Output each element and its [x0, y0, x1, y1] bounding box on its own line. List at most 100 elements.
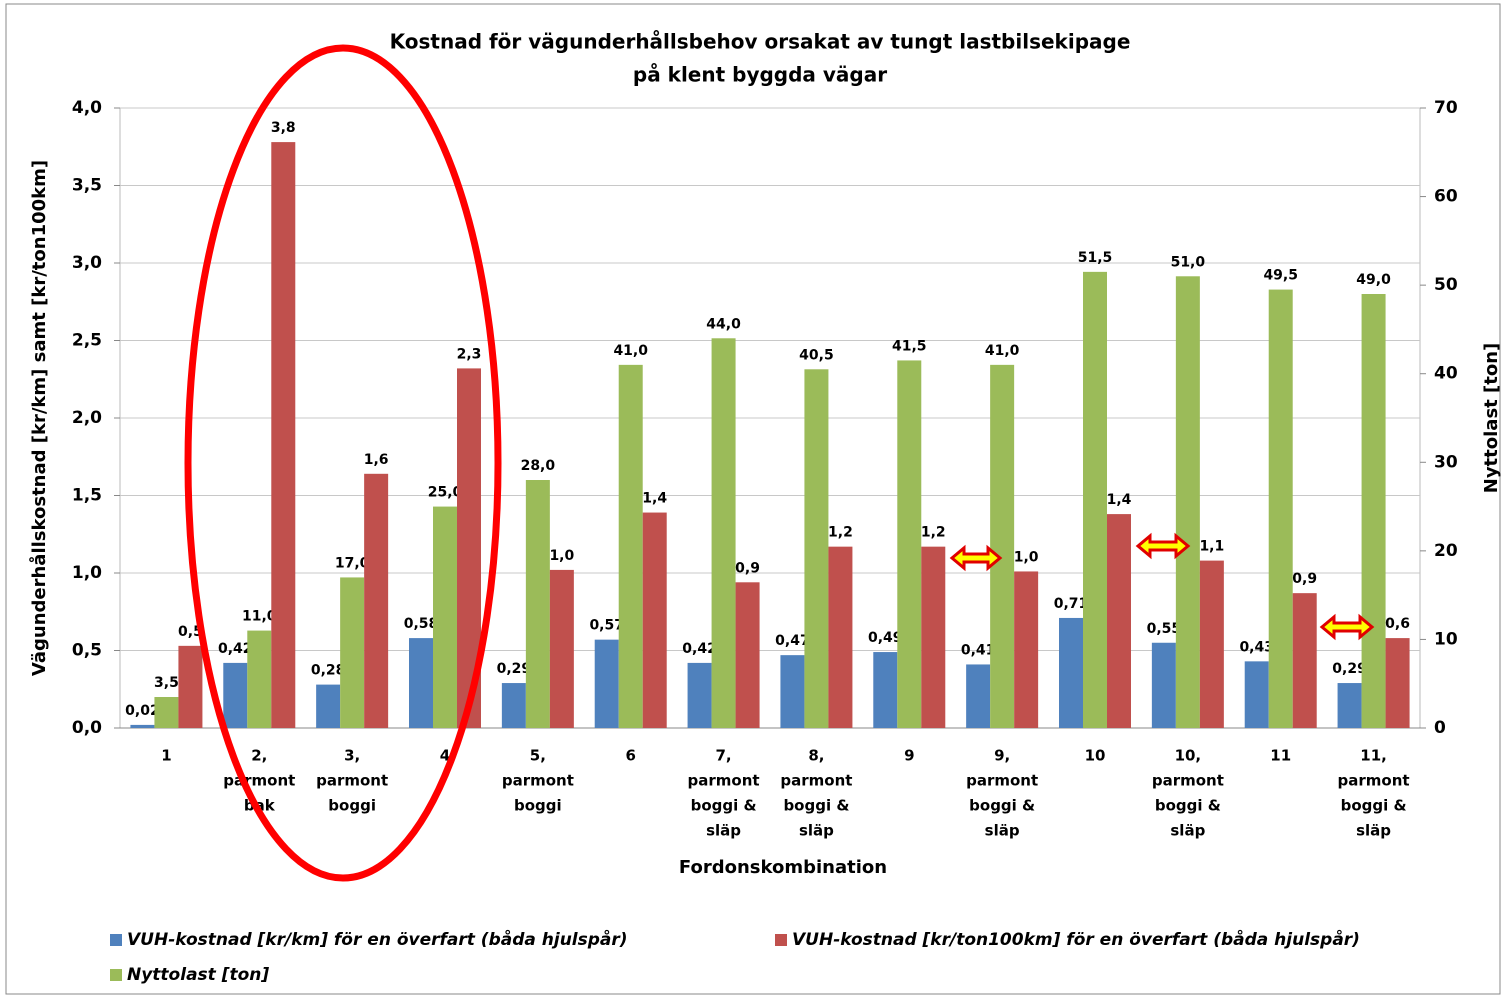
data-label: 0,57: [589, 618, 624, 634]
bar: [1385, 638, 1410, 728]
x-tick-label: parmont: [502, 772, 574, 790]
x-tick-label: släp: [985, 822, 1020, 840]
bar: [711, 338, 736, 728]
chart-title: Kostnad för vägunderhållsbehov orsakat a…: [390, 30, 1131, 54]
y-tick-label: 4,0: [72, 98, 102, 118]
data-label: 1,2: [921, 525, 946, 541]
data-label: 51,0: [1171, 254, 1206, 270]
x-tick-label: parmont: [966, 772, 1038, 790]
legend-swatch: [775, 934, 787, 946]
data-label: 51,5: [1078, 250, 1113, 266]
data-label: 0,28: [311, 663, 346, 679]
x-tick-label: parmont: [1152, 772, 1224, 790]
data-label: 0,02: [125, 703, 160, 719]
data-label: 41,0: [613, 343, 648, 359]
data-label: 2,3: [457, 346, 482, 362]
y2-tick-label: 50: [1434, 275, 1458, 295]
bar: [735, 582, 760, 728]
bar: [1268, 289, 1293, 728]
bar: [1083, 271, 1107, 728]
x-tick-label: parmont: [223, 772, 295, 790]
data-label: 0,49: [868, 630, 903, 646]
y-tick-label: 2,0: [72, 408, 102, 428]
y-tick-label: 1,5: [72, 486, 102, 506]
data-label: 0,43: [1239, 639, 1274, 655]
bar: [966, 664, 991, 728]
x-tick-label: 9,: [994, 747, 1010, 765]
chart-title: på klent byggda vägar: [633, 63, 887, 87]
data-label: 3,5: [154, 675, 179, 691]
x-tick-label: 4: [440, 747, 450, 765]
y-tick-label: 1,0: [72, 563, 102, 583]
bar: [271, 142, 296, 729]
bar: [501, 683, 526, 728]
x-tick-label: 10: [1085, 747, 1106, 765]
double-arrow: [1319, 613, 1375, 641]
y-tick-label: 0,0: [72, 718, 102, 738]
data-label: 3,8: [271, 120, 296, 136]
bar: [130, 724, 155, 728]
y-tick-label: 3,0: [72, 253, 102, 273]
bar: [247, 630, 272, 728]
data-label: 41,0: [985, 343, 1020, 359]
x-tick-label: 1: [161, 747, 171, 765]
x-tick-label: parmont: [688, 772, 760, 790]
x-tick-label: släp: [1170, 822, 1205, 840]
data-label: 49,5: [1263, 268, 1298, 284]
y-tick-label: 3,5: [72, 176, 102, 196]
bar: [340, 577, 365, 728]
data-label: 1,0: [1014, 549, 1039, 565]
legend-label: Nyttolast [ton]: [127, 965, 269, 985]
x-tick-label: 11,: [1360, 747, 1387, 765]
bar: [594, 639, 619, 728]
bar: [687, 662, 712, 728]
data-label: 49,0: [1356, 272, 1391, 288]
x-tick-label: boggi &: [1155, 797, 1221, 815]
data-label: 44,0: [706, 316, 741, 332]
x-tick-label: boggi: [514, 797, 562, 815]
y-tick-label: 0,5: [72, 641, 102, 661]
legend-swatch: [110, 934, 122, 946]
bar: [1175, 276, 1200, 728]
x-tick-label: 6: [625, 747, 635, 765]
legend-label: VUH-kostnad [kr/ton100km] för en överfar…: [792, 929, 1360, 950]
bar: [1292, 593, 1317, 728]
x-tick-label: släp: [1356, 822, 1391, 840]
annotation-arrows: [949, 532, 1375, 641]
highlight-ellipse: [184, 44, 502, 882]
x-tick-label: 10,: [1175, 747, 1202, 765]
data-label: 0,9: [735, 560, 760, 576]
bar: [1199, 560, 1224, 728]
data-label: 1,2: [828, 525, 853, 541]
plot-area: 0,00,51,01,52,02,53,03,54,00102030405060…: [72, 98, 1458, 840]
x-tick-label: boggi: [328, 797, 376, 815]
data-label: 40,5: [799, 347, 834, 363]
x-tick-label: parmont: [1338, 772, 1410, 790]
data-label: 0,42: [218, 641, 253, 657]
bar: [897, 360, 922, 728]
data-label: 1,6: [364, 452, 389, 468]
bar: [549, 569, 574, 728]
y-tick-label: 2,5: [72, 331, 102, 351]
x-tick-label: 3,: [344, 747, 360, 765]
data-label: 28,0: [521, 458, 556, 474]
bar: [433, 506, 457, 728]
bar: [525, 480, 550, 728]
bar: [618, 364, 643, 728]
bar: [873, 652, 898, 728]
data-label: 0,58: [404, 616, 439, 632]
y-axis-label: Vägunderhållskostnad [kr/km] samt [kr/to…: [28, 160, 50, 676]
data-label: 0,71: [1054, 596, 1089, 612]
data-label: 0,6: [1385, 616, 1410, 632]
x-axis-label: Fordonskombination: [679, 857, 887, 878]
bar: [1244, 661, 1269, 728]
chart-frame: [5, 3, 1501, 995]
data-label: 41,5: [892, 338, 927, 354]
y2-tick-label: 0: [1434, 718, 1446, 738]
legend-swatch: [110, 969, 122, 981]
bar: [828, 546, 853, 728]
bar: [642, 512, 667, 728]
bar: [178, 645, 203, 728]
y2-tick-label: 30: [1434, 452, 1458, 472]
data-label: 0,47: [775, 633, 810, 649]
